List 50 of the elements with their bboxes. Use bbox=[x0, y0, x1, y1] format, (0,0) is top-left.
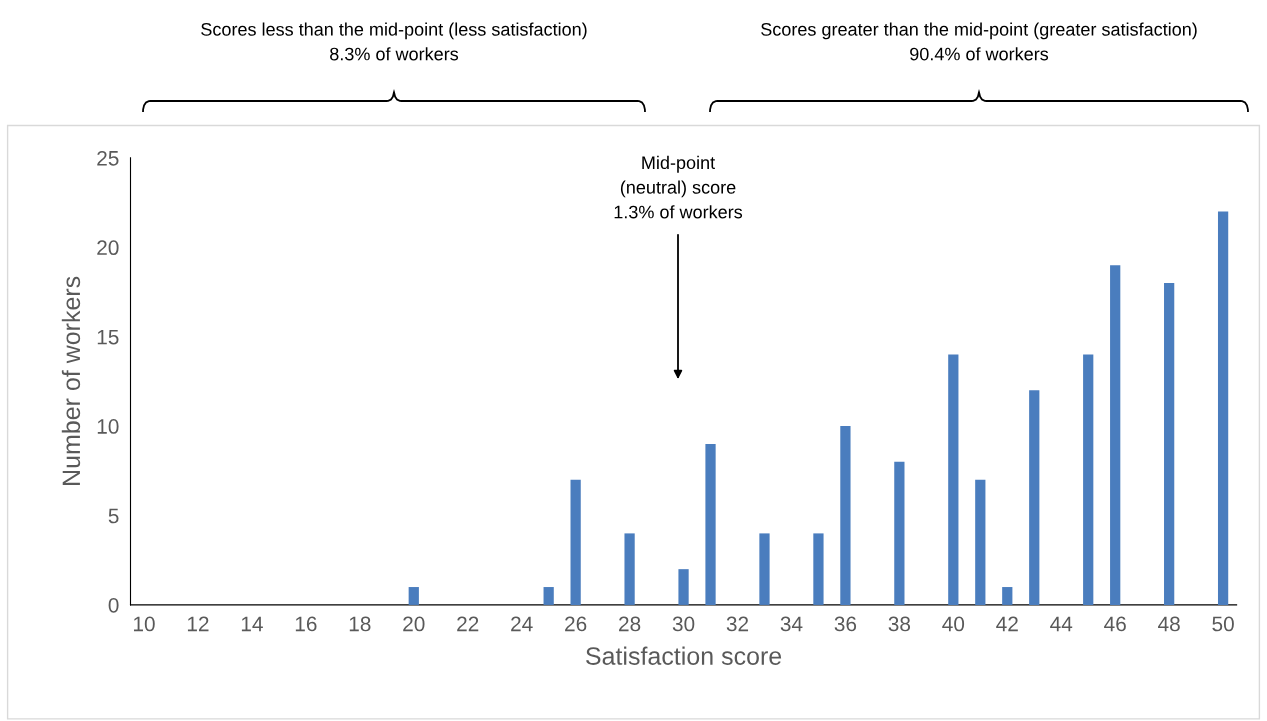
x-tick-label: 48 bbox=[1158, 616, 1180, 632]
bar bbox=[705, 443, 716, 605]
x-tick-label: 16 bbox=[295, 616, 317, 632]
x-tick-label: 46 bbox=[1104, 616, 1126, 632]
y-tick-label: 0 bbox=[108, 597, 119, 613]
bar bbox=[1217, 211, 1229, 605]
y-tick-label: 5 bbox=[108, 508, 119, 524]
x-tick-label: 44 bbox=[1050, 616, 1073, 632]
bar bbox=[948, 354, 959, 605]
bar bbox=[1083, 354, 1094, 605]
y-tick-label: 20 bbox=[97, 240, 119, 256]
x-tick-label: 30 bbox=[672, 616, 695, 632]
text: Scores greater than the mid-point (greater satisfaction) 90.4% of workers bbox=[761, 22, 1197, 61]
x-tick-label: 14 bbox=[241, 616, 263, 632]
x-tick-label: 38 bbox=[888, 616, 911, 632]
bar bbox=[894, 461, 905, 605]
text: Scores less than the mid-point (less satisfaction) 8.3% of workers bbox=[201, 22, 587, 61]
bar bbox=[1002, 587, 1013, 605]
bar bbox=[1029, 390, 1040, 605]
y-tick-label: 15 bbox=[97, 329, 119, 345]
x-tick-label: 36 bbox=[834, 616, 857, 632]
bar bbox=[813, 533, 824, 605]
bar bbox=[840, 426, 851, 605]
bar bbox=[1110, 265, 1121, 605]
bar bbox=[408, 587, 419, 605]
bar bbox=[1164, 283, 1175, 605]
bar bbox=[975, 479, 986, 605]
x-tick-label: 12 bbox=[187, 616, 209, 632]
x-tick-label: 20 bbox=[403, 616, 425, 632]
annotation: Mid-point (neutral) score 1.3% of workers bbox=[614, 155, 743, 219]
y-axis-title: Number of workers bbox=[61, 276, 81, 485]
x-tick-label: 34 bbox=[780, 616, 803, 632]
x-tick-label: 24 bbox=[511, 616, 533, 632]
x-tick-label: 18 bbox=[349, 616, 371, 632]
bar bbox=[570, 479, 581, 605]
x-tick-label: 10 bbox=[133, 616, 155, 632]
bar bbox=[759, 533, 770, 605]
x-tick-label: 26 bbox=[565, 616, 587, 632]
bar bbox=[543, 587, 554, 605]
y-tick-label: 25 bbox=[97, 150, 119, 166]
x-tick-label: 40 bbox=[942, 616, 965, 632]
x-tick-label: 50 bbox=[1212, 616, 1234, 632]
x-tick-label: 28 bbox=[619, 616, 641, 632]
y-tick-label: 10 bbox=[97, 419, 119, 434]
x-tick-label: 32 bbox=[726, 616, 749, 632]
x-axis-title: Satisfaction score bbox=[586, 646, 782, 665]
bar bbox=[678, 569, 689, 605]
x-tick-label: 22 bbox=[457, 616, 479, 632]
x-tick-label: 42 bbox=[996, 616, 1018, 632]
bar bbox=[624, 533, 635, 605]
